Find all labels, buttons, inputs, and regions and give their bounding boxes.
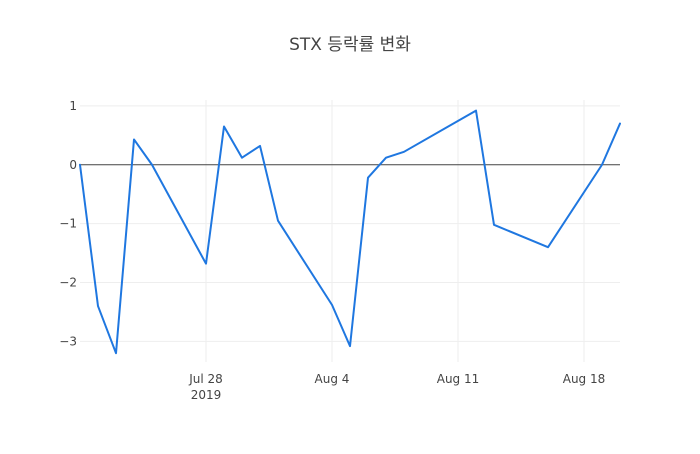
data-point [150, 163, 154, 167]
data-point [474, 109, 478, 113]
data-point [348, 344, 352, 348]
x-tick-label: Aug 18 [563, 372, 606, 386]
data-point [132, 137, 136, 141]
grid-layer [80, 100, 620, 362]
x-tick-label: Aug 4 [315, 372, 350, 386]
data-point [492, 223, 496, 227]
series-line [79, 109, 621, 355]
y-tick-label: −2 [59, 276, 77, 290]
data-point [222, 124, 226, 128]
y-tick-label: 0 [69, 158, 77, 172]
x-tick-label: Jul 28 [188, 372, 223, 386]
data-point [258, 144, 262, 148]
data-point [204, 262, 208, 266]
axis-layer: Jul 28 2019 Aug 4 Aug 11 Aug 18 1 0 −1 −2 −3 [59, 99, 605, 402]
data-point [330, 303, 334, 307]
y-tick-label: 1 [69, 99, 77, 113]
data-point [384, 156, 388, 160]
x-tick-sublabel: 2019 [191, 388, 222, 402]
data-point [618, 122, 622, 126]
points-layer [78, 109, 622, 356]
data-point [96, 304, 100, 308]
data-point [78, 163, 82, 167]
y-tick-label: −3 [59, 334, 77, 348]
data-point [114, 351, 118, 355]
data-point [366, 176, 370, 180]
data-point [276, 219, 280, 223]
data-point [402, 150, 406, 154]
data-point [546, 245, 550, 249]
series-layer [79, 109, 621, 355]
chart-title: STX 등락률 변화 [289, 35, 411, 55]
y-tick-label: −1 [59, 217, 77, 231]
data-point [240, 156, 244, 160]
data-point [600, 163, 604, 167]
x-tick-label: Aug 11 [437, 372, 480, 386]
